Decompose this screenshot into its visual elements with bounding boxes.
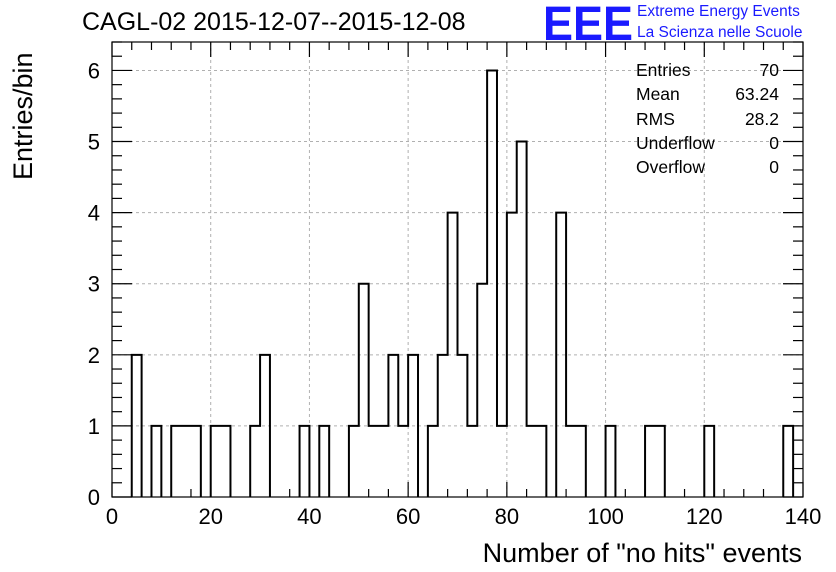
x-tick-label: 140 (785, 504, 822, 529)
stats-row-rms: RMS 28.2 (636, 107, 779, 131)
x-tick-label: 60 (396, 504, 420, 529)
stats-value: 28.2 (744, 108, 779, 129)
histogram-bin (250, 426, 260, 497)
histogram-bin (359, 284, 369, 497)
histogram-bin (527, 426, 537, 497)
histogram-bin (151, 426, 161, 497)
stats-row-overflow: Overflow 0 (636, 155, 779, 179)
histogram-bin (221, 426, 231, 497)
stats-value: 70 (759, 60, 779, 80)
stats-label: Entries (636, 60, 691, 80)
stats-box: Entries 70 Mean 63.24 RMS 28.2 Underflow… (636, 58, 779, 179)
histogram-bin (517, 142, 527, 497)
y-tick-label: 6 (88, 58, 100, 83)
stats-row-mean: Mean 63.24 (636, 82, 779, 106)
histogram-bin (783, 426, 793, 497)
chart-title: CAGL-02 2015-12-07--2015-12-08 (82, 8, 466, 36)
x-tick-label: 80 (495, 504, 519, 529)
histogram-bin (171, 426, 181, 497)
histogram-bin (467, 426, 477, 497)
stats-label: Overflow (636, 157, 706, 178)
stats-value: 63.24 (735, 84, 779, 105)
logo-mark: EEE (543, 0, 633, 44)
histogram-bin (181, 426, 191, 497)
y-tick-label: 4 (88, 201, 100, 226)
stats-label: Underflow (636, 132, 715, 153)
histogram-bin (300, 426, 310, 497)
x-tick-label: 0 (106, 504, 118, 529)
x-tick-label: 100 (587, 504, 624, 529)
stats-value: 0 (769, 157, 779, 178)
histogram-bin (704, 426, 714, 497)
histogram-bin (576, 426, 586, 497)
logo-line-2: La Scienza nelle Scuole (637, 24, 803, 41)
histogram-bin (645, 426, 655, 497)
stats-label: RMS (636, 108, 675, 129)
histogram-bin (536, 426, 546, 497)
stats-row-entries: Entries 70 (636, 58, 779, 82)
histogram-bin (655, 426, 665, 497)
histogram-bin (606, 426, 616, 497)
x-tick-label: 120 (686, 504, 723, 529)
histogram-bin (497, 426, 507, 497)
x-axis-label: Number of "no hits" events (482, 538, 802, 568)
eee-logo: EEE (543, 0, 633, 44)
histogram-bin (477, 284, 487, 497)
histogram-bin (211, 426, 221, 497)
stats-label: Mean (636, 84, 680, 105)
histogram-bin (566, 426, 576, 497)
histogram-bin (398, 426, 408, 497)
histogram-bin (369, 426, 379, 497)
y-tick-label: 2 (88, 343, 100, 368)
x-tick-label: 20 (198, 504, 222, 529)
stats-row-underflow: Underflow 0 (636, 131, 779, 155)
histogram-bin (319, 426, 329, 497)
logo-line-1: Extreme Energy Events (637, 3, 800, 20)
y-tick-label: 5 (88, 130, 100, 155)
stats-value: 0 (769, 132, 779, 153)
x-tick-label: 40 (297, 504, 321, 529)
y-tick-label: 3 (88, 272, 100, 297)
histogram-bin (428, 426, 438, 497)
histogram-bin (191, 426, 201, 497)
histogram-bin (379, 426, 389, 497)
y-tick-label: 1 (88, 414, 100, 439)
y-tick-label: 0 (88, 485, 100, 510)
histogram-bin (349, 426, 359, 497)
histogram-outline (130, 69, 795, 497)
